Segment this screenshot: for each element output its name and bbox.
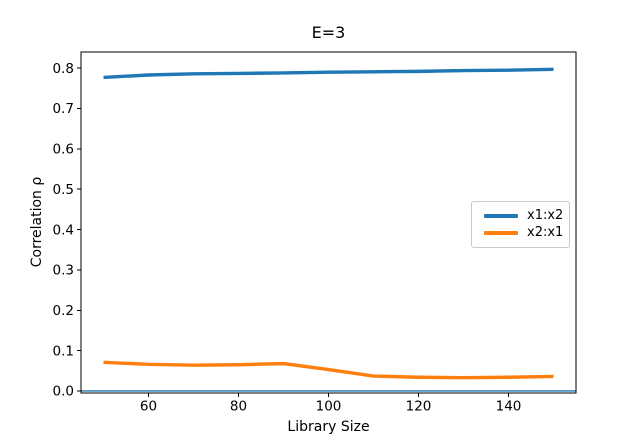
y-axis-label: Correlation ρ [29, 176, 45, 268]
chart-title: E=3 [311, 23, 346, 42]
legend-entry: x2:x1 [484, 225, 564, 243]
y-tick-label: 0.1 [53, 343, 74, 359]
legend-label-x1x2: x1:x2 [527, 207, 564, 223]
x-tick-label: 140 [496, 399, 522, 415]
y-tick-label: 0.0 [53, 384, 74, 400]
x-axis-label: Library Size [287, 419, 370, 435]
y-tick-label: 0.7 [53, 101, 74, 117]
legend-swatch-x1x2 [484, 213, 518, 218]
y-tick-label: 0.3 [53, 263, 74, 279]
x-tick-label: 60 [140, 399, 157, 415]
series-line-x1x2 [103, 67, 554, 80]
legend-entry: x1:x2 [484, 207, 564, 225]
legend-label-x2x1: x2:x1 [527, 225, 564, 241]
y-tick-label: 0.4 [53, 222, 74, 238]
legend: x1:x2 x2:x1 [471, 201, 570, 248]
y-tick-label: 0.2 [53, 303, 74, 319]
y-tick-label: 0.5 [53, 182, 74, 198]
x-tick-label: 100 [316, 399, 342, 415]
series-line-x2x1 [103, 360, 554, 380]
y-tick-label: 0.6 [53, 142, 74, 158]
legend-swatch-x2x1 [484, 231, 518, 236]
x-tick-label: 120 [406, 399, 432, 415]
y-tick-label: 0.8 [53, 61, 74, 77]
x-tick-label: 80 [230, 399, 247, 415]
